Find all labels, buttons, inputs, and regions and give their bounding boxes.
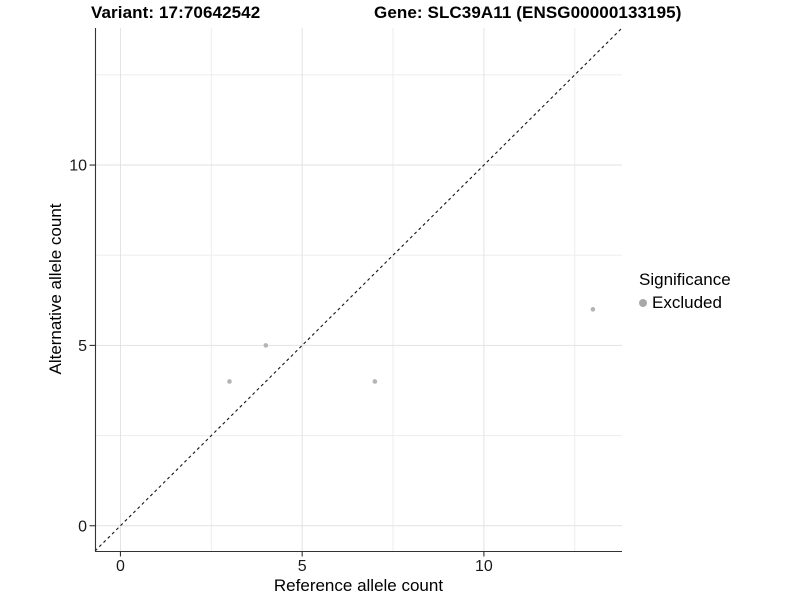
x-tick-label: 5 xyxy=(298,558,307,575)
identity-reference-line xyxy=(94,27,623,552)
legend-title: Significance xyxy=(639,270,731,289)
data-point-excluded xyxy=(372,379,378,384)
y-tick-label: 0 xyxy=(78,518,87,535)
data-point-excluded xyxy=(263,343,269,348)
legend-item-excluded: Excluded xyxy=(639,293,731,313)
data-point-excluded xyxy=(590,307,596,312)
data-point-excluded xyxy=(227,379,232,384)
x-tick-label: 0 xyxy=(116,558,125,575)
legend-item-label: Excluded xyxy=(652,293,722,312)
y-tick-label: 5 xyxy=(78,338,87,355)
gene-title: Gene: SLC39A11 (ENSG00000133195) xyxy=(374,3,682,22)
y-axis-title: Alternative allele count xyxy=(46,203,65,375)
y-tick-label: 10 xyxy=(69,158,87,175)
legend: Significance Excluded xyxy=(639,270,731,313)
legend-key-dot-icon xyxy=(639,299,647,307)
variant-title: Variant: 17:70642542 xyxy=(91,3,261,22)
x-axis-title: Reference allele count xyxy=(273,576,444,595)
x-tick-label: 10 xyxy=(475,558,493,575)
